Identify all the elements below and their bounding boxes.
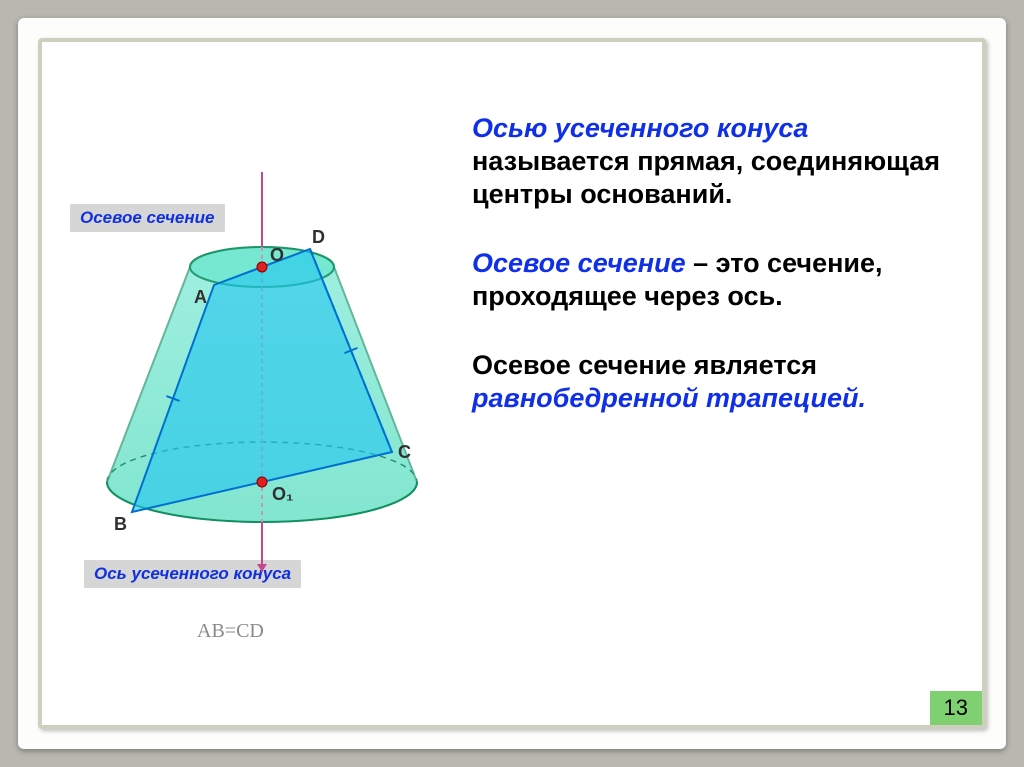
slide-outer-frame: Осевое сечение Ось усеченного конуса AB=… [18, 18, 1006, 749]
term-axis: Осью усеченного конуса [472, 113, 808, 143]
svg-text:A: A [194, 287, 207, 307]
svg-text:O: O [270, 245, 284, 265]
trap-a: Осевое сечение является [472, 350, 817, 380]
definition-trapezoid: Осевое сечение является равнобедренной т… [472, 349, 972, 415]
term-axial-section: Осевое сечение [472, 248, 686, 278]
definition-axis: Осью усеченного конуса называется прямая… [472, 112, 972, 211]
def-as-rest: проходящее через ось. [472, 281, 783, 311]
equation-text: AB=CD [197, 620, 264, 643]
def-axis-rest: называется прямая, соединяющая центры ос… [472, 146, 940, 209]
svg-text:B: B [114, 514, 127, 534]
slide-content: Осевое сечение Ось усеченного конуса AB=… [42, 42, 982, 725]
slide-inner-frame: Осевое сечение Ось усеченного конуса AB=… [38, 38, 986, 729]
trap-b: равнобедренной трапецией. [472, 383, 866, 413]
def-as-mid: – это сечение, [686, 248, 883, 278]
definition-axial-section: Осевое сечение – это сечение, проходящее… [472, 247, 972, 313]
truncated-cone-diagram: A D C B O O₁ [72, 162, 432, 602]
svg-text:O₁: O₁ [272, 484, 293, 504]
diagram-area: A D C B O O₁ [72, 162, 432, 602]
svg-text:C: C [398, 442, 411, 462]
page-number-tag: 13 [930, 691, 982, 725]
svg-text:D: D [312, 227, 325, 247]
definitions-text: Осью усеченного конуса называется прямая… [472, 112, 972, 451]
